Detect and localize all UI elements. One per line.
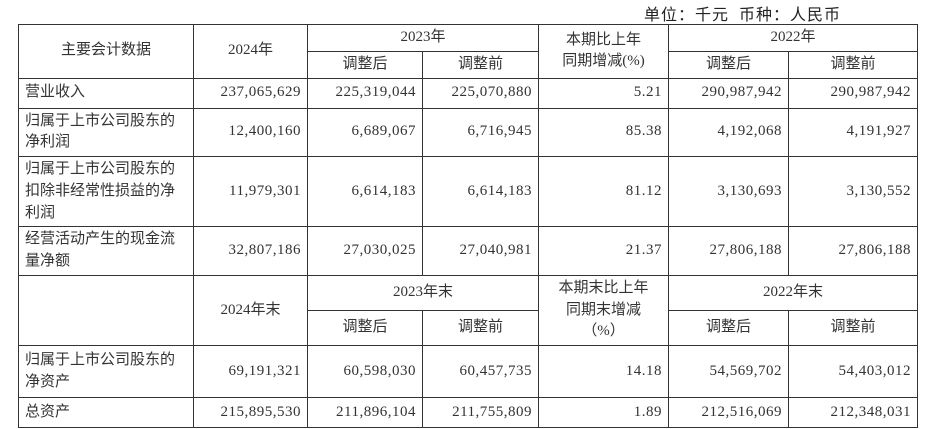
value-2022-after: 4,192,068 bbox=[668, 107, 790, 157]
table-row-total-assets: 总资产 215,895,530 211,896,104 211,755,809 … bbox=[18, 397, 919, 428]
header-blank-cell bbox=[18, 274, 194, 347]
table-header-row: 主要会计数据 2024年 2023年 本期比上年 同期增减(%) 2022年 bbox=[18, 24, 919, 79]
row-label: 归属于上市公司股东的净资产 bbox=[18, 345, 194, 398]
unit-currency-label: 单位：千元 币种：人民币 bbox=[643, 7, 841, 24]
value-2024: 237,065,629 bbox=[193, 77, 308, 109]
value-2023-before: 225,070,880 bbox=[421, 77, 540, 109]
value-2023-before: 60,457,735 bbox=[421, 345, 540, 398]
header-2024-end: 2024年末 bbox=[193, 274, 308, 347]
header-2022-adjusted-before: 调整前 bbox=[788, 50, 919, 79]
value-2023-before: 6,614,183 bbox=[421, 155, 540, 228]
header-2022: 2022年 bbox=[668, 24, 919, 52]
header-change-period-end: 本期末比上年 同期末增减 （%） bbox=[538, 274, 670, 347]
value-2022-before: 27,806,188 bbox=[788, 226, 919, 276]
value-2022-after: 54,569,702 bbox=[668, 345, 790, 398]
value-2023-after: 60,598,030 bbox=[307, 345, 423, 398]
value-change: 14.18 bbox=[538, 345, 670, 398]
header-2023-end: 2023年末 bbox=[306, 274, 540, 312]
header-2022-end-adjusted-after: 调整后 bbox=[668, 310, 790, 346]
value-2022-after: 290,987,942 bbox=[668, 77, 790, 109]
table-row-operating-revenue: 营业收入 237,065,629 225,319,044 225,070,880… bbox=[18, 77, 919, 109]
value-2023-after: 211,896,104 bbox=[307, 397, 423, 428]
value-2023-before: 211,755,809 bbox=[421, 397, 540, 428]
value-2022-after: 27,806,188 bbox=[668, 226, 790, 276]
header-2023: 2023年 bbox=[306, 24, 540, 52]
header-2022-end: 2022年末 bbox=[668, 274, 919, 312]
value-change: 5.21 bbox=[538, 77, 670, 109]
value-change: 1.89 bbox=[538, 397, 670, 428]
header-2022-adjusted-after: 调整后 bbox=[668, 50, 790, 79]
table-subheader-row: 调整后 调整前 调整后 调整前 bbox=[19, 50, 919, 79]
value-2023-before: 27,040,981 bbox=[421, 226, 540, 276]
row-label: 总资产 bbox=[18, 397, 194, 428]
table-subheader-row-period-end: 调整后 调整前 调整后 调整前 bbox=[19, 310, 919, 346]
value-2022-before: 4,191,927 bbox=[788, 107, 919, 157]
row-label: 营业收入 bbox=[18, 77, 194, 109]
row-label: 归属于上市公司股东的扣除非经常性损益的净利润 bbox=[18, 155, 194, 228]
header-change-yoy: 本期比上年 同期增减(%) bbox=[538, 24, 670, 79]
value-2024: 32,807,186 bbox=[193, 226, 308, 276]
value-2023-after: 6,689,067 bbox=[307, 107, 423, 157]
value-2022-before: 3,130,552 bbox=[788, 155, 919, 228]
header-2023-end-adjusted-before: 调整前 bbox=[421, 310, 540, 346]
table-row-operating-cash-flow: 经营活动产生的现金流量净额 32,807,186 27,030,025 27,0… bbox=[18, 226, 919, 276]
value-2024: 69,191,321 bbox=[193, 345, 308, 398]
value-2024: 12,400,160 bbox=[193, 107, 308, 157]
value-2023-after: 225,319,044 bbox=[307, 77, 423, 109]
table-header-row-period-end: 2024年末 2023年末 本期末比上年 同期末增减 （%） 2022年末 bbox=[18, 274, 919, 347]
value-2024: 11,979,301 bbox=[193, 155, 308, 228]
value-2022-before: 212,348,031 bbox=[788, 397, 919, 428]
value-2022-after: 212,516,069 bbox=[668, 397, 790, 428]
value-2022-after: 3,130,693 bbox=[668, 155, 790, 228]
table-row-net-profit-excl-nonrecurring: 归属于上市公司股东的扣除非经常性损益的净利润 11,979,301 6,614,… bbox=[18, 155, 919, 228]
value-2023-before: 6,716,945 bbox=[421, 107, 540, 157]
value-change: 21.37 bbox=[538, 226, 670, 276]
row-label: 经营活动产生的现金流量净额 bbox=[18, 226, 194, 276]
row-label: 归属于上市公司股东的净利润 bbox=[18, 107, 194, 157]
header-main-accounting-data: 主要会计数据 bbox=[18, 24, 194, 79]
header-2022-end-adjusted-before: 调整前 bbox=[788, 310, 919, 346]
header-2023-adjusted-after: 调整后 bbox=[307, 50, 423, 79]
value-2023-after: 27,030,025 bbox=[307, 226, 423, 276]
value-change: 81.12 bbox=[538, 155, 670, 228]
value-2024: 215,895,530 bbox=[193, 397, 308, 428]
header-2023-end-adjusted-after: 调整后 bbox=[307, 310, 423, 346]
value-change: 85.38 bbox=[538, 107, 670, 157]
table-row-net-assets: 归属于上市公司股东的净资产 69,191,321 60,598,030 60,4… bbox=[18, 345, 919, 398]
key-accounting-data-table: 主要会计数据 2024年 2023年 本期比上年 同期增减(%) 2022年 调… bbox=[18, 24, 919, 428]
value-2022-before: 290,987,942 bbox=[788, 77, 919, 109]
table-row-net-profit: 归属于上市公司股东的净利润 12,400,160 6,689,067 6,716… bbox=[18, 107, 919, 157]
header-2023-adjusted-before: 调整前 bbox=[421, 50, 540, 79]
header-2024: 2024年 bbox=[193, 24, 308, 79]
value-2023-after: 6,614,183 bbox=[307, 155, 423, 228]
value-2022-before: 54,403,012 bbox=[788, 345, 919, 398]
